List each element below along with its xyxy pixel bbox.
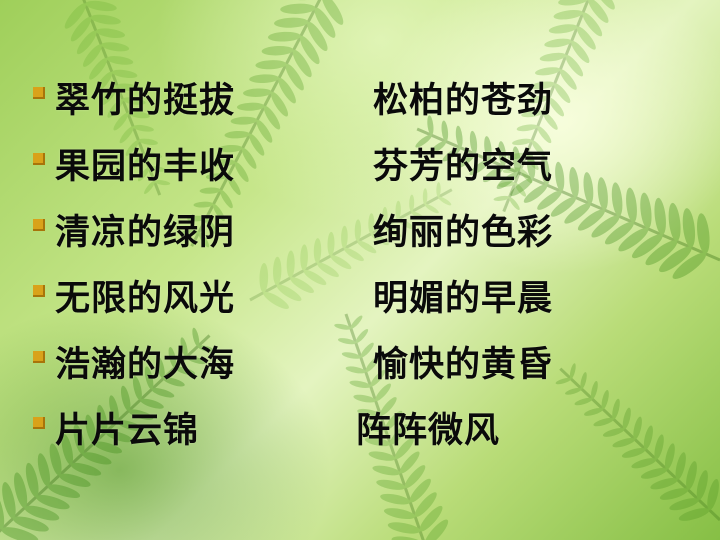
phrase-right: 阵阵微风 [356, 411, 501, 451]
phrase-right: 明媚的早晨 [373, 279, 554, 319]
phrase-left: 片片云锦 [55, 411, 200, 451]
phrase-left: 无限的风光 [55, 279, 236, 319]
bullet-icon [33, 285, 45, 297]
bullet-icon [33, 219, 45, 231]
phrase-right: 松柏的苍劲 [373, 81, 554, 121]
phrase-right: 绚丽的色彩 [373, 213, 554, 253]
list-item: 清凉的绿阴 绚丽的色彩 [30, 210, 670, 276]
phrase-left: 清凉的绿阴 [55, 213, 236, 253]
list-item: 片片云锦 阵阵微风 [30, 408, 670, 474]
phrase-list: 翠竹的挺拔 松柏的苍劲 果园的丰收 芬芳的空气 清凉的绿阴 绚丽的色彩 无限的风… [30, 78, 670, 474]
list-item: 果园的丰收 芬芳的空气 [30, 144, 670, 210]
list-item: 浩瀚的大海 愉快的黄昏 [30, 342, 670, 408]
bullet-icon [33, 351, 45, 363]
bullet-icon [33, 87, 45, 99]
phrase-left: 浩瀚的大海 [55, 345, 236, 385]
phrase-right: 芬芳的空气 [373, 147, 554, 187]
list-item: 翠竹的挺拔 松柏的苍劲 [30, 78, 670, 144]
list-item: 无限的风光 明媚的早晨 [30, 276, 670, 342]
phrase-right: 愉快的黄昏 [373, 345, 554, 385]
phrase-left: 果园的丰收 [55, 147, 236, 187]
bullet-icon [33, 417, 45, 429]
phrase-left: 翠竹的挺拔 [55, 81, 236, 121]
bullet-icon [33, 153, 45, 165]
